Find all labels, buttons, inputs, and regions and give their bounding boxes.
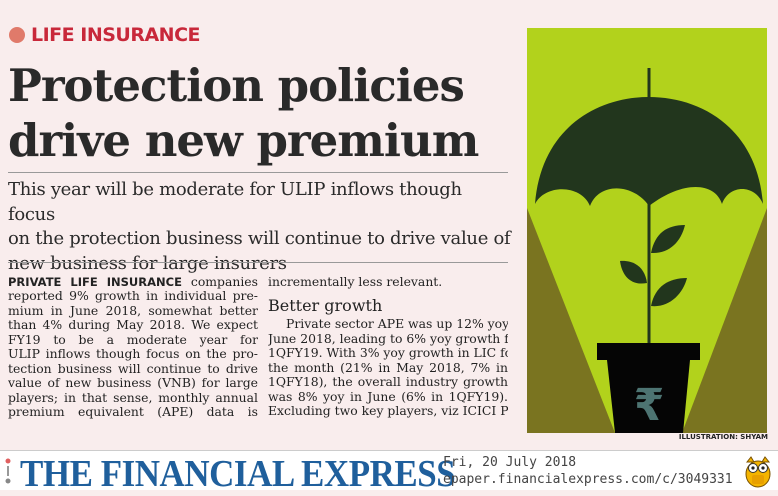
headline: Protection policies drive new premium <box>8 58 518 168</box>
body-line: PRIVATE LIFE INSURANCE companies <box>8 275 258 289</box>
rupee-icon: ₹ <box>634 380 665 431</box>
deck-line: on the protection business will continue… <box>8 228 511 249</box>
pot-body <box>607 360 690 433</box>
body-column-2: incrementally less relevant. Better grow… <box>268 275 508 419</box>
body-line: mium in June 2018, somewhat better <box>8 303 258 318</box>
deck: This year will be moderate for ULIP infl… <box>8 178 513 276</box>
section-kicker: LIFE INSURANCE <box>9 24 201 46</box>
body-line: the month (21% in May 2018, 7% in <box>268 360 508 375</box>
publication-logo: THE FINANCIAL EXPRESS <box>20 453 456 495</box>
body-line: tection business will continue to drive <box>8 361 258 376</box>
headline-line: drive new premium <box>8 114 479 167</box>
edition-date: Fri, 20 July 2018 <box>443 455 577 470</box>
umbrella-handle <box>647 68 651 348</box>
body-line: 1QFY18), the overall industry growth <box>268 375 508 390</box>
divider <box>8 172 508 173</box>
body-line: reported 9% growth in individual pre- <box>8 289 258 304</box>
illustration-credit: ILLUSTRATION: SHYAM <box>678 433 768 441</box>
body-line: value of new business (VNB) for large <box>8 376 258 391</box>
body-line: 1QFY19. With 3% yoy growth in LIC for <box>268 346 508 361</box>
body-line: June 2018, leading to 6% yoy growth for <box>268 331 508 346</box>
body-line: was 8% yoy in June (6% in 1QFY19). <box>268 389 508 404</box>
bullet-dot-icon <box>9 27 25 43</box>
leaf-icon <box>620 260 647 284</box>
left-shadow <box>527 208 615 433</box>
body-line: Excluding two key players, viz ICICI Pru… <box>268 404 508 419</box>
body-line: FY19 to be a moderate year for <box>8 332 258 347</box>
headline-line: Protection policies <box>8 59 465 112</box>
body-text: companies <box>190 275 258 289</box>
leaf-icon <box>651 225 685 254</box>
body-line: Private sector APE was up 12% yoy in <box>286 317 508 332</box>
lead-in: PRIVATE LIFE INSURANCE <box>8 275 182 289</box>
footer-bar: THE FINANCIAL EXPRESS Fri, 20 July 2018 … <box>0 450 778 495</box>
subhead: Better growth <box>268 296 383 316</box>
edition-url[interactable]: epaper.financialexpress.com/c/3049331 <box>443 472 733 487</box>
section-label: LIFE INSURANCE <box>31 24 201 46</box>
right-shadow <box>682 208 767 433</box>
deck-line: new business for large insurers <box>8 252 287 274</box>
body-line: than 4% during May 2018. We expect <box>8 318 258 333</box>
leaf-icon <box>651 278 687 307</box>
body-line: ULIP inflows though focus on the pro- <box>8 347 258 362</box>
body-line: players; in that sense, monthly annual <box>8 390 258 405</box>
pot-rim <box>597 343 700 360</box>
umbrella-plant-illustration: ₹ <box>527 28 767 433</box>
body-line: premium equivalent (APE) data is <box>8 405 258 420</box>
logo-mark-icon <box>5 458 11 484</box>
edition-info: Fri, 20 July 2018 epaper.financialexpres… <box>443 454 733 488</box>
divider <box>8 262 508 263</box>
owl-mascot-icon <box>745 456 771 488</box>
deck-line: This year will be moderate for ULIP infl… <box>8 179 462 225</box>
umbrella-canopy-icon <box>535 97 763 206</box>
body-column-1: PRIVATE LIFE INSURANCE companies reporte… <box>8 275 258 420</box>
body-line: incrementally less relevant. <box>268 275 443 289</box>
